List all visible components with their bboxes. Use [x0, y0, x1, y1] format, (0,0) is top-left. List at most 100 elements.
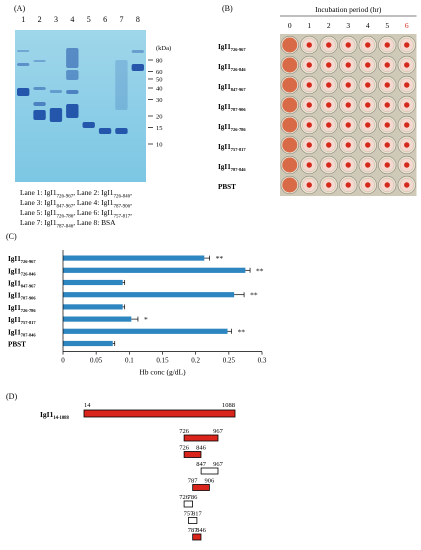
- significance-mark: **: [250, 291, 258, 300]
- rbc-pellet: [306, 102, 312, 108]
- rbc-pellet: [365, 122, 371, 128]
- gel-band: [66, 48, 79, 68]
- fragment-start-label: 726: [179, 445, 190, 452]
- panel-a-label: (A): [14, 4, 26, 13]
- marker-label: 80: [156, 58, 163, 65]
- gel-band: [17, 50, 30, 52]
- well-lysed: [282, 57, 298, 73]
- rbc-pellet: [384, 182, 390, 188]
- significance-mark: **: [237, 327, 245, 336]
- bar-category-label: IgI1787-846: [8, 328, 36, 337]
- gel-band: [33, 87, 46, 90]
- marker-label: 15: [156, 125, 163, 132]
- full-end-label: 1088: [222, 402, 235, 409]
- gel-band: [33, 60, 46, 62]
- plate-row-label: IgI1726-967: [218, 43, 246, 52]
- lane-number: 4: [70, 15, 74, 24]
- x-tick-label: 0.2: [191, 357, 200, 365]
- plate-row-label: IgI1726-846: [218, 63, 246, 72]
- bar: [63, 292, 235, 298]
- plate-row-label: IgI1787-906: [218, 103, 246, 112]
- bar: [63, 328, 228, 334]
- x-tick-label: 0.15: [156, 357, 169, 365]
- bar: [63, 279, 123, 286]
- well-lysed: [282, 157, 298, 173]
- gel-band: [49, 108, 63, 122]
- marker-label: 10: [156, 142, 163, 149]
- rbc-pellet: [326, 82, 332, 88]
- bar: [63, 316, 132, 322]
- well-lysed: [282, 37, 298, 53]
- gel-band: [66, 70, 79, 80]
- marker-label: 20: [156, 114, 163, 121]
- plate-row-label: IgI1726-786: [218, 123, 246, 132]
- rbc-pellet: [404, 62, 410, 68]
- well-lysed: [282, 117, 298, 133]
- rbc-pellet: [404, 142, 410, 148]
- well-lysed: [282, 177, 298, 193]
- bar: [63, 255, 205, 261]
- rbc-pellet: [404, 182, 410, 188]
- lane-number: 2: [38, 15, 42, 24]
- rbc-pellet: [365, 102, 371, 108]
- rbc-pellet: [404, 42, 410, 48]
- bar: [63, 304, 123, 310]
- significance-mark: **: [256, 266, 264, 275]
- rbc-pellet: [384, 102, 390, 108]
- fragment-start-label: 847: [196, 461, 207, 468]
- marker-label: 40: [156, 86, 163, 93]
- hour-label: 6: [405, 21, 409, 30]
- rbc-pellet: [384, 62, 390, 68]
- kda-label: (kDa): [156, 45, 171, 52]
- rbc-pellet: [365, 182, 371, 188]
- full-start-label: 14: [84, 402, 91, 409]
- hb-conc-bar-chart: IgI1726-967 ** IgI1726-846 ** IgI1847-967 IgI…: [8, 250, 267, 377]
- fragment-end-label: 817: [192, 511, 203, 518]
- fragment-bar: [192, 484, 210, 491]
- plate-row-label: IgI1847-967: [218, 83, 246, 92]
- bar-category-label: IgI1726-967: [8, 255, 36, 264]
- gel-band: [131, 50, 144, 53]
- gel-band: [98, 128, 112, 134]
- lane-number: 7: [119, 15, 123, 24]
- rbc-pellet: [326, 162, 332, 168]
- fragment-end-label: 967: [213, 461, 224, 468]
- plate-row-label: IgI1757-817: [218, 143, 246, 152]
- rbc-pellet: [326, 122, 332, 128]
- rbc-pellet: [306, 42, 312, 48]
- rbc-pellet: [384, 122, 390, 128]
- bar-category-label: IgI1757-817: [8, 316, 36, 325]
- rbc-pellet: [404, 102, 410, 108]
- rbc-pellet: [404, 162, 410, 168]
- fragment-bar: [192, 533, 202, 541]
- gel-band: [17, 63, 30, 66]
- rbc-pellet: [326, 142, 332, 148]
- fragment-bar: [200, 467, 219, 475]
- legend-line: Lane 7: IgI1787-846, Lane 8: BSA: [20, 218, 116, 230]
- gel-band: [33, 110, 46, 120]
- rbc-pellet: [306, 62, 312, 68]
- hour-label: 5: [385, 21, 389, 30]
- rbc-pellet: [365, 142, 371, 148]
- x-tick-label: 0.3: [258, 357, 267, 365]
- well-lysed: [282, 137, 298, 153]
- hour-label: 3: [346, 21, 350, 30]
- bar-category-label: IgI1847-967: [8, 280, 36, 289]
- plate-row-label: IgI1787-846: [218, 163, 246, 172]
- x-tick-label: 0.05: [90, 357, 103, 365]
- rbc-pellet: [345, 82, 351, 88]
- fragment-bar: [183, 434, 219, 442]
- panel-c-label: (C): [6, 232, 17, 241]
- marker-label: 50: [156, 76, 163, 83]
- bar-category-label: IgI1787-906: [8, 292, 36, 301]
- marker-label: 60: [156, 69, 163, 76]
- fragment-end-label: 846: [196, 445, 207, 452]
- significance-mark: *: [144, 315, 148, 324]
- plate-title: Incubation period (hr): [315, 5, 382, 14]
- fragment-start-label: 726: [179, 428, 190, 435]
- hemolysis-plate: Incubation period (hr) 0 1 2 3 4 5 6 IgI1726-967…: [218, 5, 417, 196]
- hour-label: 1: [307, 21, 311, 30]
- fragment-end-label: 906: [205, 478, 216, 485]
- rbc-pellet: [384, 142, 390, 148]
- lane-number: 8: [136, 15, 140, 24]
